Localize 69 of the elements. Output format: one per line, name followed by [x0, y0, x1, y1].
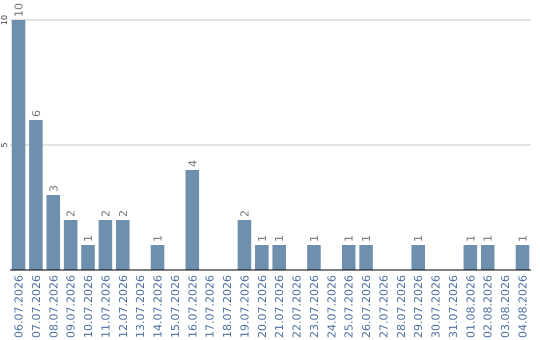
x-tick-label: 22.07.2026 [290, 275, 304, 338]
x-tick-label: 20.07.2026 [256, 275, 269, 338]
bar [516, 245, 530, 270]
data-label: 1 [256, 235, 269, 242]
bar [359, 245, 373, 270]
x-tick-label: 13.07.2026 [134, 275, 148, 338]
bar [81, 245, 95, 270]
x-tick-label: 09.07.2026 [64, 275, 78, 338]
data-label: 1 [464, 235, 478, 242]
y-tick-label: 5 [0, 142, 9, 148]
x-tick-label: 03.08.2026 [499, 275, 512, 338]
x-tick-label: 01.08.2026 [464, 275, 478, 338]
x-tick-label: 30.07.2026 [430, 275, 443, 338]
data-label: 1 [360, 235, 374, 242]
bar [116, 220, 130, 270]
x-tick-label: 25.07.2026 [342, 275, 356, 338]
bar [255, 245, 269, 270]
data-label: 1 [152, 235, 165, 242]
bar [238, 220, 252, 270]
bar [186, 170, 200, 270]
data-label: 1 [342, 235, 356, 242]
data-label: 1 [516, 235, 530, 242]
bar [98, 220, 112, 270]
data-label: 1 [308, 235, 321, 242]
data-label: 1 [82, 235, 96, 242]
x-tick-label: 06.07.2026 [12, 275, 26, 338]
data-label: 2 [64, 210, 78, 217]
data-label: 10 [12, 3, 26, 17]
x-tick-label: 15.07.2026 [168, 275, 182, 338]
data-label: 6 [30, 110, 43, 117]
x-tick-label: 17.07.2026 [204, 275, 217, 338]
x-tick-label: 14.07.2026 [152, 275, 165, 338]
x-tick-label: 26.07.2026 [360, 275, 374, 338]
bar [342, 245, 356, 270]
x-tick-label: 29.07.2026 [412, 275, 426, 338]
data-label: 2 [238, 210, 252, 217]
bar [150, 245, 164, 270]
data-label: 2 [116, 210, 130, 217]
bar [46, 195, 60, 270]
bar [29, 120, 43, 270]
bar [12, 20, 26, 270]
x-tick-label: 07.07.2026 [30, 275, 43, 338]
x-tick-label: 21.07.2026 [273, 275, 286, 338]
x-tick-label: 19.07.2026 [238, 275, 252, 338]
bar [411, 245, 425, 270]
bar [64, 220, 78, 270]
data-label: 3 [47, 185, 60, 192]
data-label: 4 [186, 160, 200, 167]
data-label: 1 [273, 235, 286, 242]
bar [272, 245, 286, 270]
data-label: 1 [482, 235, 495, 242]
x-tick-label: 04.08.2026 [516, 275, 530, 338]
x-tick-label: 24.07.2026 [325, 275, 338, 338]
x-tick-label: 08.07.2026 [47, 275, 60, 338]
data-label: 2 [99, 210, 112, 217]
bar [480, 245, 495, 270]
x-tick-label: 23.07.2026 [308, 275, 321, 338]
x-tick-label: 11.07.2026 [99, 275, 112, 338]
x-tick-label: 12.07.2026 [116, 275, 130, 338]
x-tick-label: 18.07.2026 [221, 275, 234, 338]
data-label: 1 [412, 235, 426, 242]
x-tick-label: 10.07.2026 [82, 275, 96, 338]
x-tick-label: 27.07.2026 [377, 275, 390, 338]
x-tick-label: 31.07.2026 [446, 275, 460, 338]
bar [464, 245, 478, 270]
x-tick-label: 02.08.2026 [482, 275, 495, 338]
x-tick-label: 28.07.2026 [394, 275, 408, 338]
x-tick-label: 16.07.2026 [186, 275, 200, 338]
bar [307, 245, 321, 270]
